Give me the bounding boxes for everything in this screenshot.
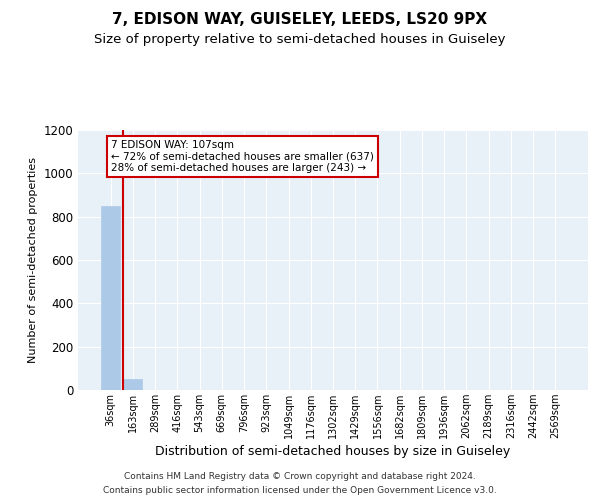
Text: Contains HM Land Registry data © Crown copyright and database right 2024.: Contains HM Land Registry data © Crown c… [124,472,476,481]
Y-axis label: Number of semi-detached properties: Number of semi-detached properties [28,157,38,363]
Text: 7 EDISON WAY: 107sqm
← 72% of semi-detached houses are smaller (637)
28% of semi: 7 EDISON WAY: 107sqm ← 72% of semi-detac… [111,140,374,173]
Text: Contains public sector information licensed under the Open Government Licence v3: Contains public sector information licen… [103,486,497,495]
Text: Size of property relative to semi-detached houses in Guiseley: Size of property relative to semi-detach… [94,32,506,46]
Text: Distribution of semi-detached houses by size in Guiseley: Distribution of semi-detached houses by … [155,444,511,458]
Bar [124,379,142,390]
Text: 7, EDISON WAY, GUISELEY, LEEDS, LS20 9PX: 7, EDISON WAY, GUISELEY, LEEDS, LS20 9PX [112,12,488,28]
Bar [101,206,120,390]
